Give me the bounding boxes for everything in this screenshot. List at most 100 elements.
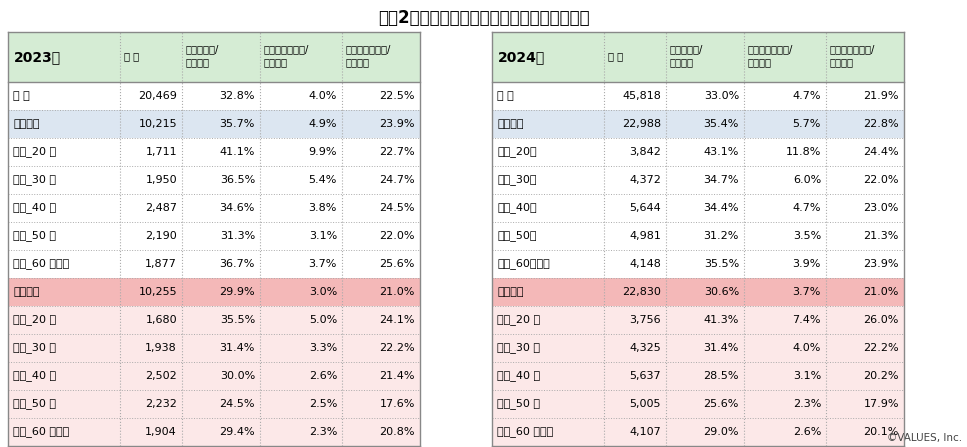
Bar [8, 166, 420, 194]
Text: 2023年: 2023年 [14, 50, 61, 64]
Text: 4.7%: 4.7% [793, 91, 821, 101]
Bar [8, 82, 420, 110]
Text: 5,637: 5,637 [630, 371, 661, 381]
Text: 11.8%: 11.8% [785, 147, 821, 157]
Text: 43.1%: 43.1% [704, 147, 739, 157]
Text: 21.3%: 21.3% [864, 231, 899, 241]
Text: 2.6%: 2.6% [308, 371, 337, 381]
Text: 3,842: 3,842 [630, 147, 661, 157]
Text: 2.3%: 2.3% [308, 427, 337, 437]
Text: 1,680: 1,680 [145, 315, 177, 325]
Bar [492, 32, 904, 82]
Text: 男性_40 代: 男性_40 代 [13, 202, 56, 214]
Text: 4.0%: 4.0% [308, 91, 337, 101]
Bar [8, 390, 420, 418]
Text: 34.6%: 34.6% [220, 203, 255, 213]
Text: 22.5%: 22.5% [379, 91, 415, 101]
Text: 2.6%: 2.6% [793, 427, 821, 437]
Text: 21.4%: 21.4% [379, 371, 415, 381]
Text: 29.4%: 29.4% [220, 427, 255, 437]
Text: 1,938: 1,938 [145, 343, 177, 353]
Text: 4.7%: 4.7% [793, 203, 821, 213]
Text: 女性全体: 女性全体 [13, 287, 40, 297]
Text: 1,711: 1,711 [145, 147, 177, 157]
Text: 1,950: 1,950 [145, 175, 177, 185]
Text: 3.5%: 3.5% [793, 231, 821, 241]
Text: 36.5%: 36.5% [220, 175, 255, 185]
Text: 41.1%: 41.1% [220, 147, 255, 157]
Text: 30.0%: 30.0% [220, 371, 255, 381]
Text: 1,904: 1,904 [145, 427, 177, 437]
Text: 20.1%: 20.1% [864, 427, 899, 437]
Text: 男性_50 代: 男性_50 代 [13, 231, 56, 241]
Text: 31.3%: 31.3% [220, 231, 255, 241]
Text: 17.9%: 17.9% [864, 399, 899, 409]
Text: 10,255: 10,255 [138, 287, 177, 297]
Text: 25.6%: 25.6% [704, 399, 739, 409]
Text: 20.8%: 20.8% [379, 427, 415, 437]
Bar [8, 222, 420, 250]
Text: 全 体: 全 体 [13, 91, 30, 101]
Text: 35.5%: 35.5% [220, 315, 255, 325]
Text: 34.4%: 34.4% [704, 203, 739, 213]
Text: 女性_20 代: 女性_20 代 [13, 315, 56, 325]
Text: 29.0%: 29.0% [704, 427, 739, 437]
Text: 4,148: 4,148 [630, 259, 661, 269]
Text: 35.4%: 35.4% [704, 119, 739, 129]
Text: 34.7%: 34.7% [704, 175, 739, 185]
Text: 36.7%: 36.7% [220, 259, 255, 269]
Bar [492, 110, 904, 138]
Text: 33.0%: 33.0% [704, 91, 739, 101]
Text: 男性_60 代以上: 男性_60 代以上 [13, 258, 70, 270]
Text: 24.4%: 24.4% [864, 147, 899, 157]
Text: 3.7%: 3.7% [308, 259, 337, 269]
Text: ©VALUES, Inc.: ©VALUES, Inc. [887, 433, 962, 443]
Text: 5,644: 5,644 [630, 203, 661, 213]
Text: 30.6%: 30.6% [704, 287, 739, 297]
Text: 22.8%: 22.8% [864, 119, 899, 129]
Bar [492, 222, 904, 250]
Bar [8, 278, 420, 306]
Text: 23.9%: 23.9% [379, 119, 415, 129]
Text: 31.2%: 31.2% [704, 231, 739, 241]
Text: 24.5%: 24.5% [220, 399, 255, 409]
Text: 3.1%: 3.1% [793, 371, 821, 381]
Text: 海外旅行の予定/
検討あり: 海外旅行の予定/ 検討あり [748, 44, 793, 67]
Text: 女性_60 代以上: 女性_60 代以上 [497, 426, 553, 438]
Bar [8, 110, 420, 138]
Bar [492, 250, 904, 278]
Bar [8, 32, 420, 82]
Text: 男性_40代: 男性_40代 [497, 202, 537, 214]
Text: 国内旅行の予定/
検討あり: 国内旅行の予定/ 検討あり [830, 44, 875, 67]
Bar [8, 306, 420, 334]
Text: 21.0%: 21.0% [380, 287, 415, 297]
Text: 5.7%: 5.7% [793, 119, 821, 129]
Text: 全 体: 全 体 [124, 51, 139, 61]
Text: 24.1%: 24.1% [379, 315, 415, 325]
Text: 女性_40 代: 女性_40 代 [497, 371, 541, 381]
Text: 旅行の予定/
検討あり: 旅行の予定/ 検討あり [186, 44, 220, 67]
Bar [492, 390, 904, 418]
Text: 3.8%: 3.8% [308, 203, 337, 213]
Text: 22.0%: 22.0% [379, 231, 415, 241]
Text: 4.9%: 4.9% [308, 119, 337, 129]
Text: 5.0%: 5.0% [308, 315, 337, 325]
Text: 31.4%: 31.4% [220, 343, 255, 353]
Text: 32.8%: 32.8% [220, 91, 255, 101]
Text: 女性_20 代: 女性_20 代 [497, 315, 541, 325]
Text: 女性_40 代: 女性_40 代 [13, 371, 56, 381]
Text: 3.9%: 3.9% [793, 259, 821, 269]
Text: 25.6%: 25.6% [380, 259, 415, 269]
Text: 女性_50 代: 女性_50 代 [13, 399, 56, 409]
Text: 女性_30 代: 女性_30 代 [13, 342, 56, 354]
Text: 4,981: 4,981 [630, 231, 661, 241]
Text: 28.5%: 28.5% [704, 371, 739, 381]
Text: 4,107: 4,107 [630, 427, 661, 437]
Text: 22.0%: 22.0% [864, 175, 899, 185]
Text: 全 体: 全 体 [608, 51, 623, 61]
Text: 5,005: 5,005 [630, 399, 661, 409]
Bar [492, 418, 904, 446]
Text: 国内旅行の予定/
検討あり: 国内旅行の予定/ 検討あり [346, 44, 392, 67]
Text: 22.2%: 22.2% [379, 343, 415, 353]
Text: 2.3%: 2.3% [793, 399, 821, 409]
